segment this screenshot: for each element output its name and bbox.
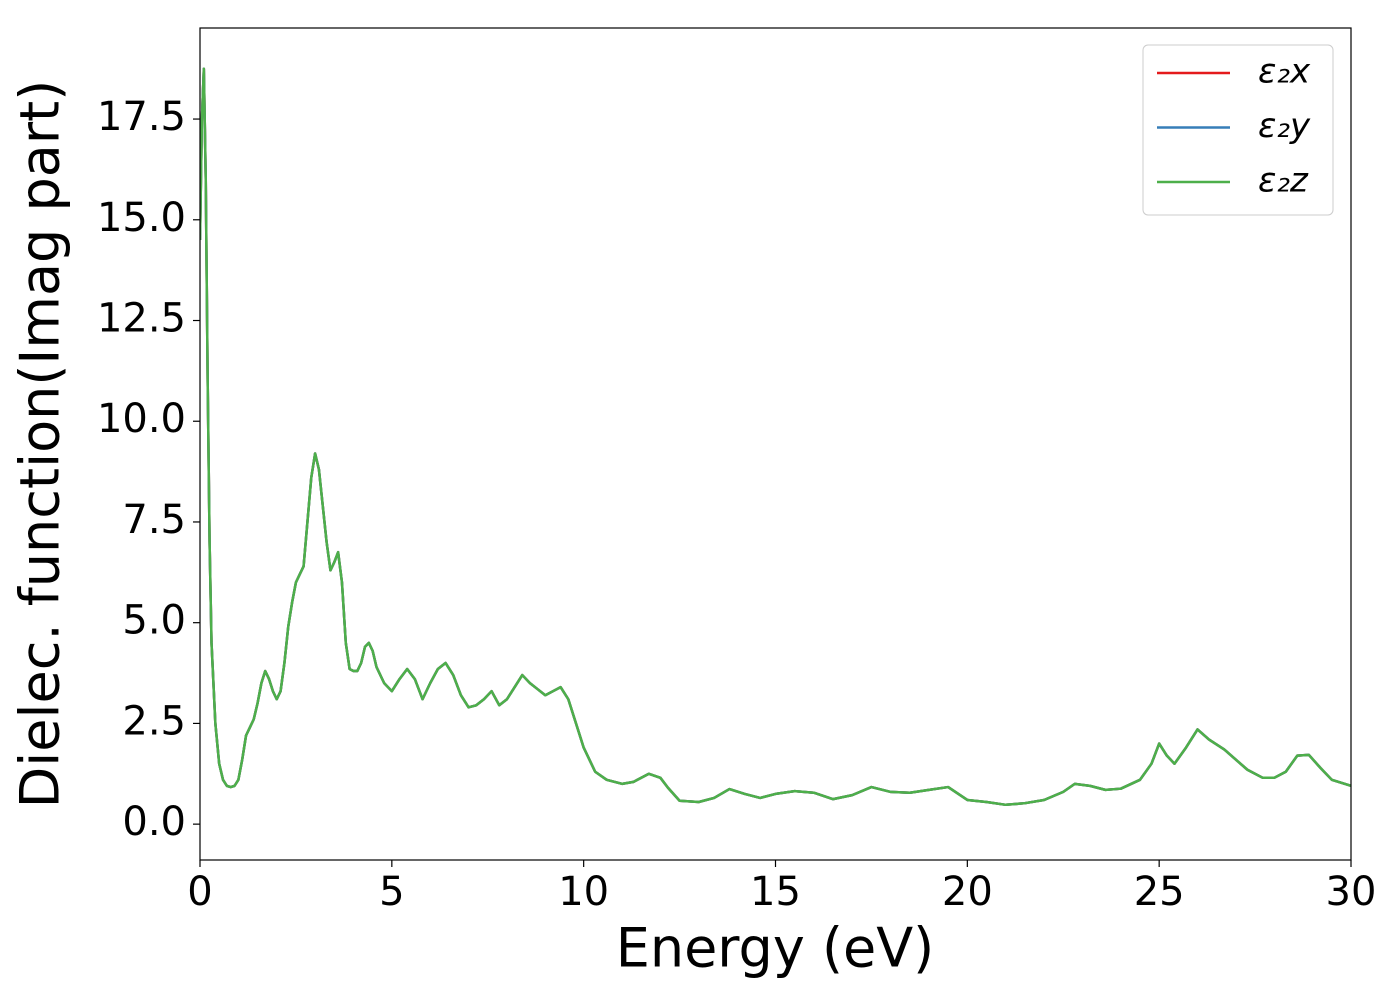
- y-tick-label: 12.5: [97, 296, 186, 342]
- x-tick-label: 0: [187, 869, 212, 915]
- y-axis-label: Dielec. function(Imag part): [9, 80, 72, 809]
- y-tick-label: 2.5: [122, 698, 186, 744]
- y-tick-label: 7.5: [122, 497, 186, 543]
- y-tick-label: 10.0: [97, 396, 186, 442]
- y-tick-label: 15.0: [97, 195, 186, 241]
- y-tick-label: 0.0: [122, 799, 186, 845]
- x-tick-label: 15: [750, 869, 801, 915]
- plot-area: [200, 67, 1351, 807]
- legend: ε₂x ε₂y ε₂z: [1142, 44, 1334, 216]
- x-tick-label: 5: [379, 869, 404, 915]
- y-tick-label: 5.0: [122, 598, 186, 644]
- legend-label: ε₂z: [1258, 161, 1309, 201]
- x-axis-label: Energy (eV): [616, 917, 935, 980]
- y-tick-label: 17.5: [97, 94, 186, 140]
- legend-box: [1142, 44, 1334, 216]
- x-tick-label: 20: [942, 869, 993, 915]
- x-tick-label: 10: [558, 869, 609, 915]
- legend-label: ε₂x: [1258, 52, 1311, 92]
- x-tick-label: 30: [1326, 869, 1377, 915]
- legend-label: ε₂y: [1258, 106, 1311, 146]
- x-tick-label: 25: [1134, 869, 1185, 915]
- data-line: [200, 67, 1351, 807]
